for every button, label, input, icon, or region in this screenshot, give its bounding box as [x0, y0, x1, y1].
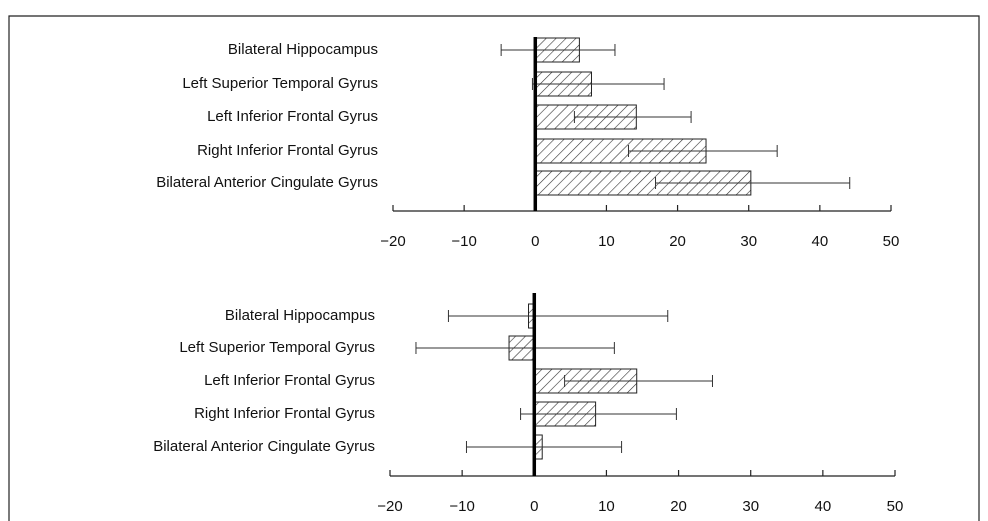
y-tick-label: Bilateral Anterior Cingulate Gyrus	[156, 174, 378, 191]
x-tick-label: 0	[530, 498, 538, 515]
y-tick-label: Left Superior Temporal Gyrus	[179, 339, 375, 356]
x-tick-label: −20	[377, 498, 402, 515]
x-tick-label: 30	[742, 498, 759, 515]
x-tick-label: 50	[887, 498, 904, 515]
y-tick-label: Left Inferior Frontal Gyrus	[204, 372, 375, 389]
x-tick-label: 20	[670, 498, 687, 515]
y-tick-label: Left Superior Temporal Gyrus	[182, 75, 378, 92]
x-tick-label: −10	[449, 498, 474, 515]
y-tick-label: Left Inferior Frontal Gyrus	[207, 108, 378, 125]
x-tick-label: 10	[598, 233, 615, 250]
x-tick-label: 50	[883, 233, 900, 250]
x-tick-label: 40	[812, 233, 829, 250]
x-tick-label: 10	[598, 498, 615, 515]
x-tick-label: 20	[669, 233, 686, 250]
y-tick-label: Right Inferior Frontal Gyrus	[194, 405, 375, 422]
y-tick-label: Bilateral Anterior Cingulate Gyrus	[153, 438, 375, 455]
x-tick-label: 30	[740, 233, 757, 250]
x-tick-label: 40	[815, 498, 832, 515]
y-tick-label: Right Inferior Frontal Gyrus	[197, 142, 378, 159]
y-tick-label: Bilateral Hippocampus	[228, 41, 378, 58]
x-tick-label: 0	[531, 233, 539, 250]
x-tick-label: −10	[451, 233, 476, 250]
y-tick-label: Bilateral Hippocampus	[225, 307, 375, 324]
x-tick-label: −20	[380, 233, 405, 250]
frame	[8, 15, 980, 521]
